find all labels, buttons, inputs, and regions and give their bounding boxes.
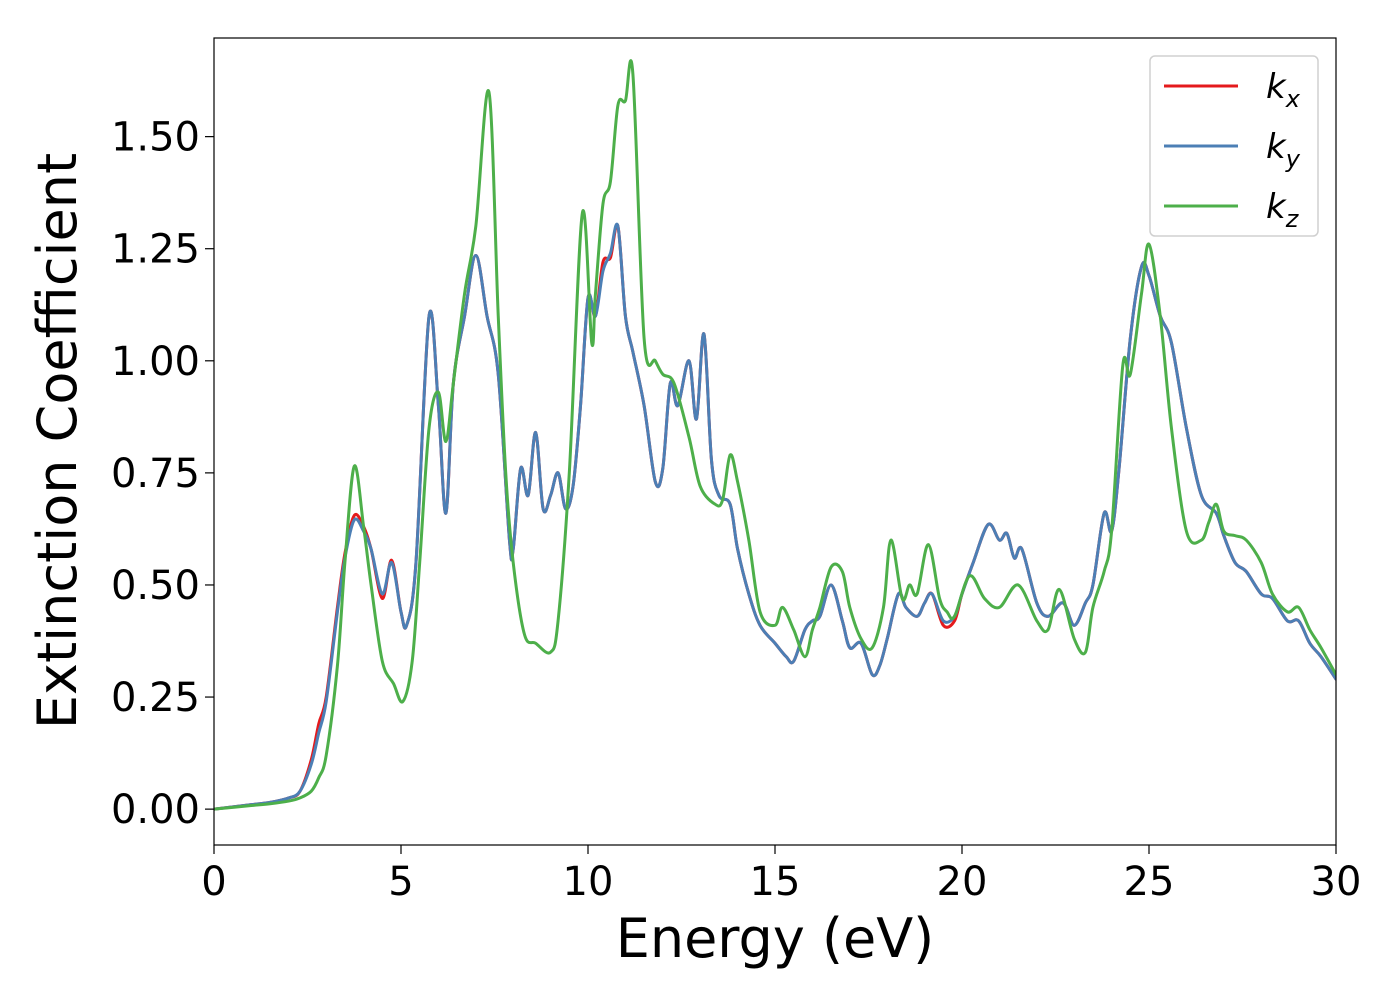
y-axis-label: Extinction Coefficient <box>26 153 89 729</box>
y-tick-label: 0.00 <box>111 787 200 833</box>
x-tick-label: 20 <box>937 859 988 905</box>
x-axis-label: Energy (eV) <box>616 907 935 970</box>
x-tick-label: 30 <box>1311 859 1362 905</box>
x-tick-label: 0 <box>201 859 226 905</box>
x-tick-label: 15 <box>750 859 801 905</box>
legend-label-x: kx <box>1266 67 1301 113</box>
legend: kx ky kz <box>1149 55 1319 237</box>
x-tick-label: 5 <box>388 859 413 905</box>
x-tick-label: 25 <box>1124 859 1175 905</box>
series-line-z <box>214 59 1336 811</box>
y-tick-label: 1.25 <box>111 227 200 273</box>
y-tick-label: 1.00 <box>111 339 200 385</box>
y-tick-label: 0.75 <box>111 451 200 497</box>
x-axis-ticks: 0 5 10 15 20 25 30 <box>201 845 1361 905</box>
legend-label-z: kz <box>1266 187 1300 233</box>
y-tick-label: 0.25 <box>111 675 200 721</box>
y-axis-ticks: 0.00 0.25 0.50 0.75 1.00 1.25 1.50 <box>111 115 214 833</box>
series-layer <box>214 59 1336 811</box>
legend-label-y: ky <box>1266 127 1301 173</box>
y-tick-label: 1.50 <box>111 115 200 161</box>
x-tick-label: 10 <box>563 859 614 905</box>
y-tick-label: 0.50 <box>111 563 200 609</box>
